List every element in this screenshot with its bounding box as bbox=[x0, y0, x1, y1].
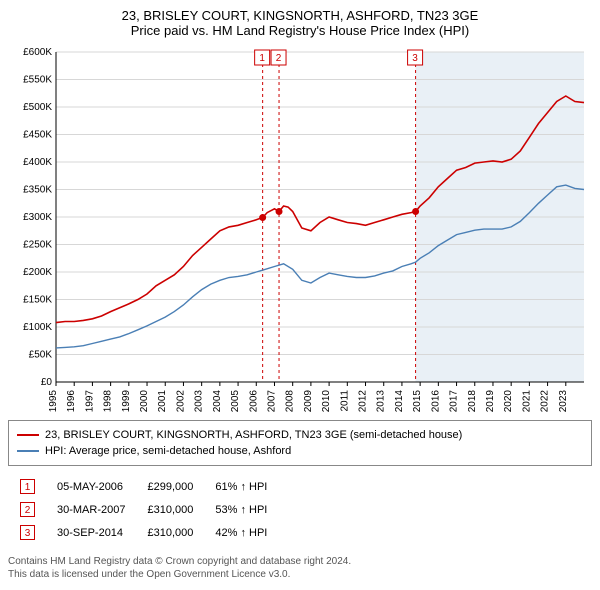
svg-text:£500K: £500K bbox=[23, 102, 52, 113]
svg-text:£150K: £150K bbox=[23, 295, 52, 306]
svg-text:1997: 1997 bbox=[84, 390, 95, 413]
svg-text:1999: 1999 bbox=[121, 390, 132, 413]
marker-num: 2 bbox=[20, 502, 35, 517]
svg-text:£450K: £450K bbox=[23, 130, 52, 141]
legend-swatch-2 bbox=[17, 450, 39, 452]
marker-row: 2 30-MAR-2007£310,00053% ↑ HPI bbox=[10, 499, 277, 520]
svg-text:2: 2 bbox=[276, 53, 282, 64]
svg-text:2004: 2004 bbox=[212, 390, 223, 413]
chart-svg: £0 £50K £100K £150K £200K £250K £300K £350K £400… bbox=[8, 44, 592, 414]
svg-text:1995: 1995 bbox=[48, 390, 59, 413]
marker-num: 1 bbox=[20, 479, 35, 494]
svg-text:2011: 2011 bbox=[339, 390, 350, 412]
svg-text:£600K: £600K bbox=[23, 47, 52, 58]
footer-line2: This data is licensed under the Open Gov… bbox=[8, 568, 592, 581]
svg-text:£400K: £400K bbox=[23, 157, 52, 168]
svg-text:2000: 2000 bbox=[139, 390, 150, 413]
marker-table: 1 05-MAY-2006£299,00061% ↑ HPI 2 30-MAR-200… bbox=[8, 474, 279, 545]
svg-text:2020: 2020 bbox=[503, 390, 514, 413]
marker-price: £299,000 bbox=[137, 476, 203, 497]
marker-row: 3 30-SEP-2014£310,00042% ↑ HPI bbox=[10, 522, 277, 543]
legend-row-2: HPI: Average price, semi-detached house,… bbox=[17, 443, 583, 459]
svg-text:2008: 2008 bbox=[285, 390, 296, 413]
svg-text:2013: 2013 bbox=[376, 390, 387, 413]
marker-price: £310,000 bbox=[137, 499, 203, 520]
chart-area: £0 £50K £100K £150K £200K £250K £300K £350K £400… bbox=[8, 44, 592, 414]
svg-text:£50K: £50K bbox=[29, 350, 53, 361]
svg-text:3: 3 bbox=[412, 53, 418, 64]
legend-box: 23, BRISLEY COURT, KINGSNORTH, ASHFORD, … bbox=[8, 420, 592, 466]
svg-text:1996: 1996 bbox=[66, 390, 77, 413]
svg-text:2003: 2003 bbox=[194, 390, 205, 413]
marker-date: 30-SEP-2014 bbox=[47, 522, 135, 543]
svg-text:2023: 2023 bbox=[558, 390, 569, 413]
chart-container: 23, BRISLEY COURT, KINGSNORTH, ASHFORD, … bbox=[0, 0, 600, 589]
svg-text:£250K: £250K bbox=[23, 240, 52, 251]
marker-delta: 42% ↑ HPI bbox=[205, 522, 277, 543]
svg-text:2014: 2014 bbox=[394, 390, 405, 413]
svg-text:£200K: £200K bbox=[23, 267, 52, 278]
marker-price: £310,000 bbox=[137, 522, 203, 543]
legend-label-2: HPI: Average price, semi-detached house,… bbox=[45, 445, 291, 457]
svg-text:2022: 2022 bbox=[540, 390, 551, 413]
svg-text:2002: 2002 bbox=[175, 390, 186, 413]
marker-delta: 61% ↑ HPI bbox=[205, 476, 277, 497]
svg-text:2005: 2005 bbox=[230, 390, 241, 413]
svg-text:£300K: £300K bbox=[23, 212, 52, 223]
marker-row: 1 05-MAY-2006£299,00061% ↑ HPI bbox=[10, 476, 277, 497]
svg-text:£550K: £550K bbox=[23, 75, 52, 86]
title-address: 23, BRISLEY COURT, KINGSNORTH, ASHFORD, … bbox=[8, 8, 592, 23]
svg-text:£350K: £350K bbox=[23, 185, 52, 196]
svg-text:2012: 2012 bbox=[358, 390, 369, 413]
svg-text:1998: 1998 bbox=[103, 390, 114, 413]
svg-text:£0: £0 bbox=[41, 377, 53, 388]
svg-text:2016: 2016 bbox=[430, 390, 441, 413]
svg-text:2001: 2001 bbox=[157, 390, 168, 413]
svg-text:2021: 2021 bbox=[521, 390, 532, 413]
svg-text:2007: 2007 bbox=[266, 390, 277, 413]
marker-date: 05-MAY-2006 bbox=[47, 476, 135, 497]
footer-line1: Contains HM Land Registry data © Crown c… bbox=[8, 555, 592, 568]
marker-date: 30-MAR-2007 bbox=[47, 499, 135, 520]
title-subtitle: Price paid vs. HM Land Registry's House … bbox=[8, 23, 592, 38]
legend-swatch-1 bbox=[17, 434, 39, 436]
svg-text:2019: 2019 bbox=[485, 390, 496, 413]
svg-text:2009: 2009 bbox=[303, 390, 314, 413]
svg-text:1: 1 bbox=[259, 53, 265, 64]
svg-text:2010: 2010 bbox=[321, 390, 332, 413]
svg-text:2015: 2015 bbox=[412, 390, 423, 413]
svg-text:2006: 2006 bbox=[248, 390, 259, 413]
svg-text:£100K: £100K bbox=[23, 322, 52, 333]
svg-text:2018: 2018 bbox=[467, 390, 478, 413]
title-block: 23, BRISLEY COURT, KINGSNORTH, ASHFORD, … bbox=[8, 8, 592, 38]
svg-text:2017: 2017 bbox=[449, 390, 460, 413]
legend-label-1: 23, BRISLEY COURT, KINGSNORTH, ASHFORD, … bbox=[45, 429, 462, 441]
footer: Contains HM Land Registry data © Crown c… bbox=[8, 555, 592, 581]
marker-delta: 53% ↑ HPI bbox=[205, 499, 277, 520]
legend-row-1: 23, BRISLEY COURT, KINGSNORTH, ASHFORD, … bbox=[17, 427, 583, 443]
marker-num: 3 bbox=[20, 525, 35, 540]
